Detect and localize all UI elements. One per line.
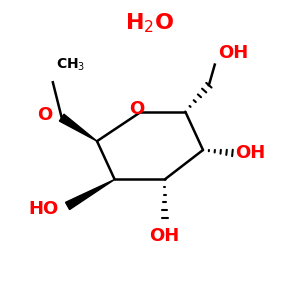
Text: O: O	[129, 100, 144, 118]
Polygon shape	[59, 114, 97, 141]
Text: OH: OH	[218, 44, 248, 62]
Text: CH$_3$: CH$_3$	[56, 57, 85, 74]
Polygon shape	[65, 179, 115, 209]
Text: OH: OH	[150, 226, 180, 244]
Text: O: O	[38, 106, 53, 124]
Text: OH: OH	[236, 144, 266, 162]
Text: HO: HO	[28, 200, 59, 218]
Text: H$_2$O: H$_2$O	[125, 12, 175, 35]
